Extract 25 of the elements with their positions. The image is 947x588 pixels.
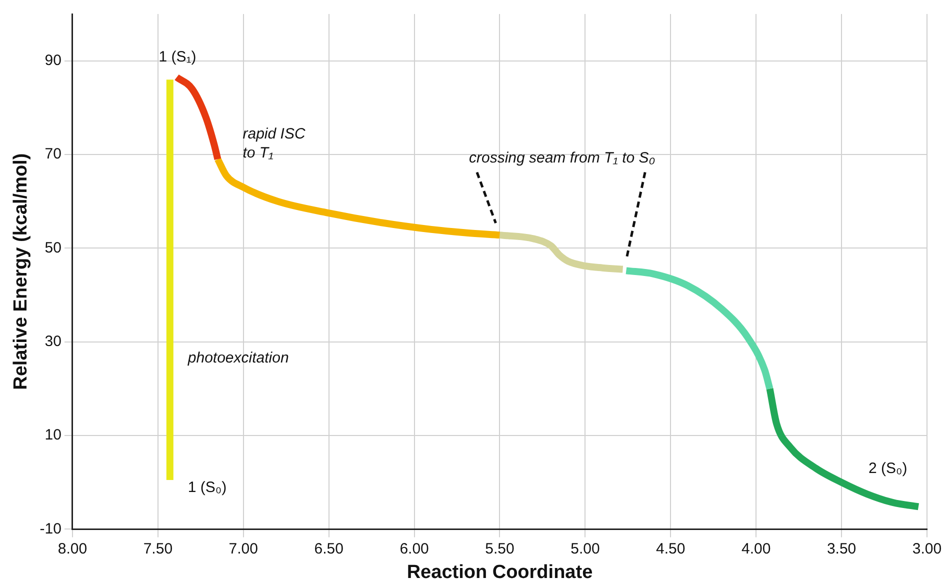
x-tick-label: 5.00 bbox=[570, 540, 600, 558]
annotation: rapid ISC to T₁ bbox=[242, 125, 306, 162]
x-tick-label: 7.50 bbox=[143, 540, 173, 558]
x-tick-label: 6.50 bbox=[314, 540, 344, 558]
x-tick-label: 3.00 bbox=[912, 540, 942, 558]
x-tick-label: 5.50 bbox=[485, 540, 514, 558]
y-axis-title: Relative Energy (kcal/mol) bbox=[10, 153, 32, 390]
y-tick-label: 10 bbox=[44, 426, 62, 444]
annotation: crossing seam from T₁ to S₀ bbox=[468, 149, 656, 166]
y-tick-label: -10 bbox=[40, 520, 62, 538]
annotation: 1 (S₀) bbox=[188, 479, 227, 496]
y-tick-label: 30 bbox=[44, 332, 62, 350]
y-tick-label: 90 bbox=[44, 52, 62, 69]
x-tick-label: 4.00 bbox=[741, 540, 771, 558]
x-tick-label: 6.00 bbox=[400, 540, 429, 558]
annotation: photoexcitation bbox=[186, 349, 289, 366]
x-axis-title: Reaction Coordinate bbox=[406, 562, 593, 583]
x-tick-label: 7.00 bbox=[228, 540, 258, 558]
annotation: 2 (S₀) bbox=[868, 460, 908, 477]
x-tick-label: 3.50 bbox=[826, 540, 856, 558]
y-tick-label: 70 bbox=[44, 146, 62, 163]
x-tick-label: 4.50 bbox=[656, 540, 686, 558]
y-tick-label: 50 bbox=[44, 239, 62, 256]
annotation: 1 (S₁) bbox=[158, 48, 196, 66]
x-tick-label: 8.00 bbox=[58, 540, 88, 558]
